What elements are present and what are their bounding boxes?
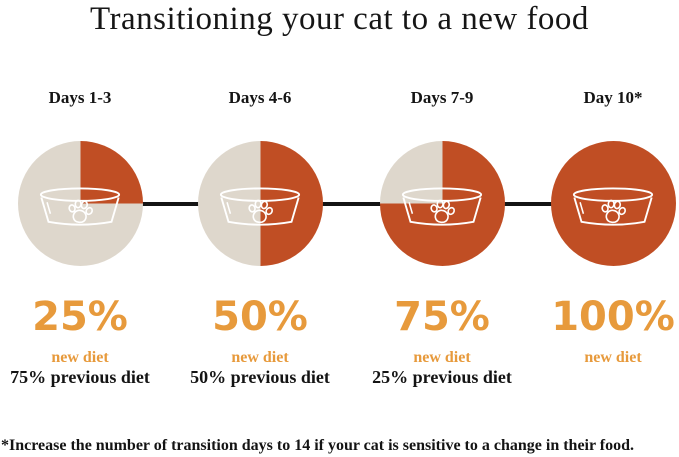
stage-days-1-3: Days 1-3 25% new diet 75% previous diet	[0, 88, 160, 387]
paw-print-icon	[68, 199, 93, 224]
stage-label: Days 4-6	[228, 88, 292, 107]
stage-label: Day 10*	[583, 88, 643, 107]
new-diet-percentage: 25%	[32, 294, 128, 340]
new-diet-label: new diet	[584, 349, 642, 366]
new-diet-percentage: 50%	[212, 294, 308, 340]
cat-food-bowl-icon	[219, 187, 301, 226]
paw-print-icon	[248, 199, 273, 224]
stage-label: Days 1-3	[48, 88, 112, 107]
stage-label: Days 7-9	[410, 88, 474, 107]
previous-diet-label: 75% previous diet	[10, 367, 150, 387]
pie-chart-50-percent	[197, 141, 323, 266]
footnote: *Increase the number of transition days …	[1, 437, 635, 454]
page-title: Transitioning your cat to a new food	[90, 1, 589, 37]
stage-day-10: Day 10* 100% new diet	[533, 88, 679, 368]
pie-chart-25-percent	[17, 141, 143, 266]
new-diet-percentage: 75%	[394, 294, 490, 340]
new-diet-label: new diet	[51, 349, 109, 366]
pie-chart-100-percent	[550, 141, 676, 266]
previous-diet-label: 50% previous diet	[190, 367, 330, 387]
new-diet-percentage: 100%	[551, 294, 675, 340]
previous-diet-label: 25% previous diet	[372, 367, 512, 387]
cat-food-bowl-icon	[572, 187, 654, 226]
cat-food-bowl-icon	[39, 187, 121, 226]
new-diet-label: new diet	[231, 349, 289, 366]
stage-days-7-9: Days 7-9 75% new diet 25% previous diet	[362, 88, 522, 387]
pie-chart-75-percent	[379, 141, 505, 266]
cat-food-bowl-icon	[401, 187, 483, 226]
new-diet-label: new diet	[413, 349, 471, 366]
paw-print-icon	[601, 199, 626, 224]
timeline-connector-line	[80, 202, 613, 206]
paw-print-icon	[430, 199, 455, 224]
stage-days-4-6: Days 4-6 50% new diet 50% previous diet	[180, 88, 340, 387]
